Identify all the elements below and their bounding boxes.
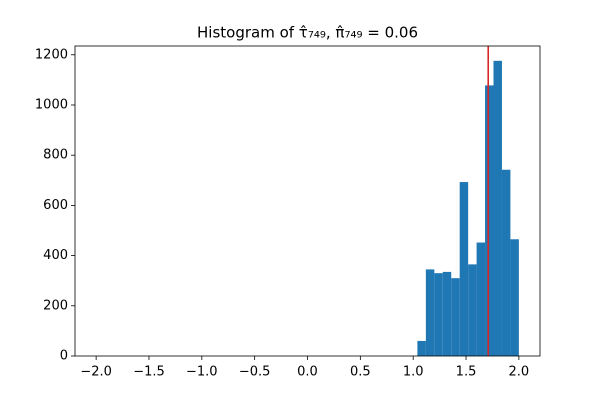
chart-title: Histogram of τ̂₇₄₉, π̂₇₄₉ = 0.06 [197,24,418,42]
bar [425,269,435,356]
y-tick-label: 1200 [35,47,68,62]
bar [417,340,426,356]
x-tick-label: −0.5 [239,365,271,380]
bar [476,242,486,356]
bar [493,60,502,356]
x-tick-label: 1.5 [456,365,477,380]
y-tick-label: 800 [43,148,68,163]
y-tick-label: 400 [43,248,68,263]
x-tick-label: 0.0 [297,365,318,380]
bar [468,264,477,356]
x-tick-label: −1.0 [186,365,218,380]
bar [501,169,511,356]
bar [451,278,460,356]
y-tick-label: 0 [60,349,68,364]
bar [442,271,452,356]
plot-area [417,46,519,356]
x-tick-label: −1.5 [133,365,165,380]
y-tick-label: 1000 [35,97,68,112]
bar [510,239,519,356]
bar [434,273,443,356]
x-tick-label: 0.5 [350,365,371,380]
x-tick-label: 1.0 [403,365,424,380]
y-tick-label: 600 [43,198,68,213]
x-tick-label: 2.0 [509,365,530,380]
bar [459,182,469,356]
y-tick-label: 200 [43,298,68,313]
x-tick-label: −2.0 [80,365,112,380]
bar [485,85,494,356]
